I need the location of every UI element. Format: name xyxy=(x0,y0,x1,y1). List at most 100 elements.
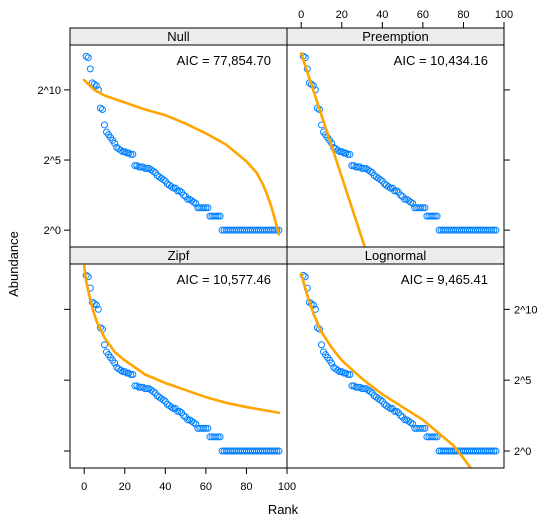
strip-background xyxy=(287,247,504,264)
x-tick-label: 0 xyxy=(81,481,87,493)
strip-background xyxy=(70,28,287,45)
y-tick-label: 2^10 xyxy=(514,304,538,316)
observed-point xyxy=(360,385,368,393)
observed-point xyxy=(429,433,437,441)
observed-point xyxy=(433,212,441,220)
observed-point xyxy=(82,52,90,60)
observed-point xyxy=(338,148,346,156)
observed-point xyxy=(173,407,181,415)
observed-point xyxy=(490,226,498,234)
plot-region xyxy=(82,264,283,455)
observed-point xyxy=(202,204,210,212)
observed-point xyxy=(98,106,106,114)
observed-point xyxy=(180,191,188,199)
observed-point xyxy=(431,212,439,220)
observed-point xyxy=(360,164,368,172)
observed-point xyxy=(393,407,401,415)
observed-point xyxy=(84,54,92,62)
observed-point xyxy=(149,167,157,175)
observed-point xyxy=(429,212,437,220)
fitted-curve xyxy=(82,78,281,236)
observed-point xyxy=(376,396,384,404)
observed-point xyxy=(393,187,401,195)
observed-point xyxy=(409,420,417,428)
y-axis-title: Abundance xyxy=(6,231,21,297)
observed-point xyxy=(143,385,151,393)
observed-point xyxy=(376,176,384,184)
observed-point xyxy=(344,150,352,158)
observed-point xyxy=(173,187,181,195)
aic-label: AIC = 10,577.46 xyxy=(177,272,271,287)
observed-point xyxy=(121,368,129,376)
observed-point xyxy=(111,359,119,367)
observed-point xyxy=(384,183,392,191)
observed-point xyxy=(204,204,212,212)
observed-point xyxy=(202,424,210,432)
observed-point xyxy=(409,200,417,208)
observed-point xyxy=(342,149,350,157)
panel-null: Null AIC = 77,854.70 xyxy=(70,28,287,236)
observed-point xyxy=(159,176,167,184)
observed-point xyxy=(401,416,409,424)
observed-point xyxy=(492,226,500,234)
observed-point xyxy=(149,388,157,395)
observed-point xyxy=(125,149,133,157)
observed-point xyxy=(390,407,398,415)
fitted-curve xyxy=(82,264,281,415)
observed-point xyxy=(366,388,374,395)
observed-point xyxy=(271,447,279,455)
panel-lognormal: Lognormal AIC = 9,465.41 xyxy=(287,247,504,468)
observed-point xyxy=(167,403,175,411)
observed-point xyxy=(212,433,220,441)
observed-point xyxy=(214,212,222,220)
observed-point xyxy=(334,146,342,154)
strip-background xyxy=(287,28,504,45)
observed-point xyxy=(192,420,200,428)
observed-point xyxy=(94,305,102,313)
observed-point xyxy=(159,396,167,404)
observed-point xyxy=(92,301,100,309)
observed-point xyxy=(317,341,325,349)
observed-point xyxy=(390,187,398,195)
x-tick-label: 0 xyxy=(298,9,304,21)
observed-point xyxy=(384,403,392,411)
observed-point xyxy=(346,371,354,378)
x-tick-label: 60 xyxy=(200,481,212,493)
y-tick-label: 2^10 xyxy=(37,85,61,97)
plot-region xyxy=(82,52,283,236)
observed-point xyxy=(117,146,125,154)
observed-point xyxy=(417,204,425,212)
y-tick-label: 2^0 xyxy=(514,446,531,458)
observed-point xyxy=(200,424,208,432)
observed-point xyxy=(419,204,427,212)
observed-point xyxy=(92,82,100,90)
observed-point xyxy=(421,424,429,432)
observed-point xyxy=(184,416,192,424)
observed-point xyxy=(100,121,108,129)
observed-point xyxy=(431,433,439,441)
observed-point xyxy=(96,104,104,112)
aic-label: AIC = 77,854.70 xyxy=(177,53,271,68)
observed-point xyxy=(176,407,184,415)
observed-point xyxy=(328,359,336,367)
observed-point xyxy=(344,371,352,378)
observed-point xyxy=(421,204,429,212)
observed-point xyxy=(397,191,405,199)
observed-point xyxy=(407,198,415,206)
x-tick-label: 40 xyxy=(376,9,388,21)
observed-point xyxy=(346,150,354,158)
panel-zipf: Zipf AIC = 10,577.46 xyxy=(70,247,287,455)
observed-point xyxy=(212,212,220,220)
observed-point xyxy=(417,424,425,432)
observed-point xyxy=(90,80,98,88)
observed-point xyxy=(342,369,350,377)
observed-point xyxy=(192,200,200,208)
observed-point xyxy=(111,139,119,147)
fitted-curve xyxy=(299,272,473,468)
y-tick-label: 2^0 xyxy=(44,225,61,237)
fitted-curve xyxy=(299,52,367,247)
observed-point xyxy=(433,433,441,441)
observed-point xyxy=(129,371,137,378)
observed-point xyxy=(397,412,405,420)
